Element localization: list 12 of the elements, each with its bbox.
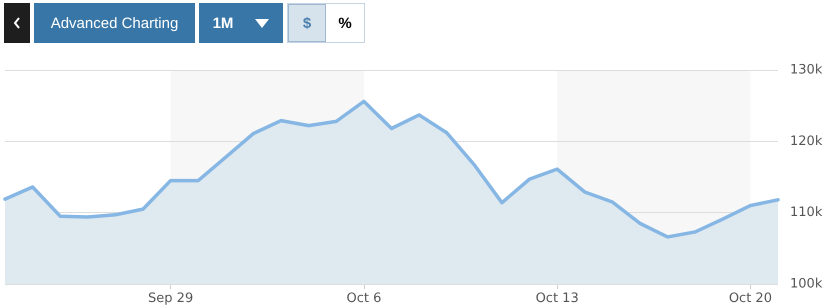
text: $ <box>288 4 326 42</box>
y-tick-label: 100k <box>790 276 823 292</box>
y-tick-label: 130k <box>790 62 823 78</box>
y-tick-label: 120k <box>790 134 823 149</box>
x-tick-label: Oct 13 <box>536 291 579 305</box>
text: % <box>337 14 353 34</box>
x-tick-label: Sep 29 <box>148 291 194 305</box>
x-tick-label: Oct 20 <box>728 291 772 305</box>
x-tick-label: Oct 6 <box>346 291 382 305</box>
y-tick-label: 110k <box>790 205 823 220</box>
text: Advanced Charting <box>34 3 195 43</box>
text: 1M <box>212 14 234 32</box>
